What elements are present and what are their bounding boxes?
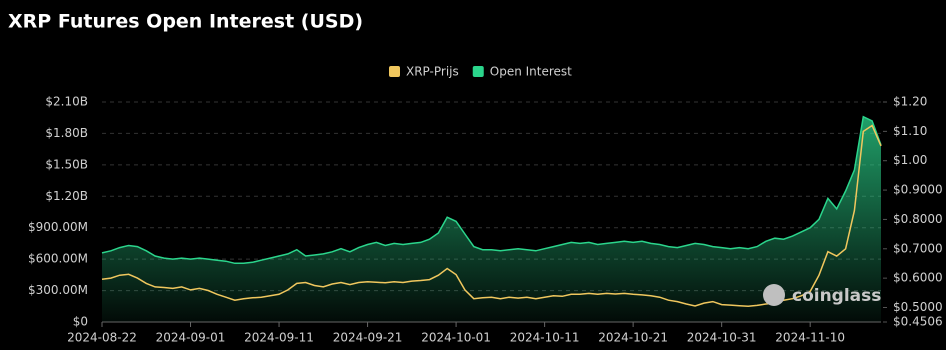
x-tick-label: 2024-10-11	[510, 331, 580, 345]
x-tick-label: 2024-10-01	[421, 331, 491, 345]
x-tick-label: 2024-10-21	[598, 331, 668, 345]
legend: XRP-Prijs Open Interest	[389, 65, 572, 79]
plot-area	[101, 115, 882, 322]
line	[101, 115, 882, 265]
x-tick-label: 2024-09-11	[244, 331, 314, 345]
x-tick-label: 2024-08-22	[67, 331, 137, 345]
y2-tick-label: $0.9000	[893, 183, 943, 197]
area	[102, 116, 881, 322]
legend-label: XRP-Prijs	[406, 65, 459, 79]
y2-tick-label: $0.5000	[893, 300, 943, 314]
y2-tick-label: $0.8000	[893, 212, 943, 226]
y2-tick-label: $0.7000	[893, 241, 943, 255]
y2-tick-label: $1.10	[893, 124, 927, 138]
y-tick-label: $300.00M	[28, 283, 88, 297]
y-tick-label: $1.20B	[45, 189, 88, 203]
x-tick-label: 2024-10-31	[687, 331, 757, 345]
y2-tick-label: $0.6000	[893, 271, 943, 285]
y-tick-label: $2.10B	[45, 95, 88, 109]
x-tick-label: 2024-09-21	[333, 331, 403, 345]
watermark-logo	[763, 284, 785, 306]
y-tick-label: $1.80B	[45, 126, 88, 140]
y-tick-label: $0	[73, 315, 88, 329]
x-tick-label: 2024-11-10	[775, 331, 845, 345]
y-tick-label: $1.50B	[45, 157, 88, 171]
y2-tick-label: $0.4506	[893, 315, 943, 329]
legend-label: Open Interest	[490, 65, 572, 79]
y-tick-label: $900.00M	[28, 220, 88, 234]
y2-tick-label: $1.20	[893, 95, 927, 109]
x-tick-label: 2024-09-01	[156, 331, 226, 345]
line	[101, 124, 882, 308]
legend-swatch	[472, 66, 484, 77]
y-tick-label: $600.00M	[28, 252, 88, 266]
watermark-text: coinglass	[792, 286, 881, 306]
chart-title: XRP Futures Open Interest (USD)	[8, 11, 363, 33]
axes: $0 $300.00M $600.00M $900.00M $1.20B $1.50B $1…	[28, 95, 943, 345]
y2-tick-label: $1.00	[893, 153, 927, 167]
legend-swatch	[389, 66, 400, 77]
watermark: coinglass	[763, 284, 881, 306]
